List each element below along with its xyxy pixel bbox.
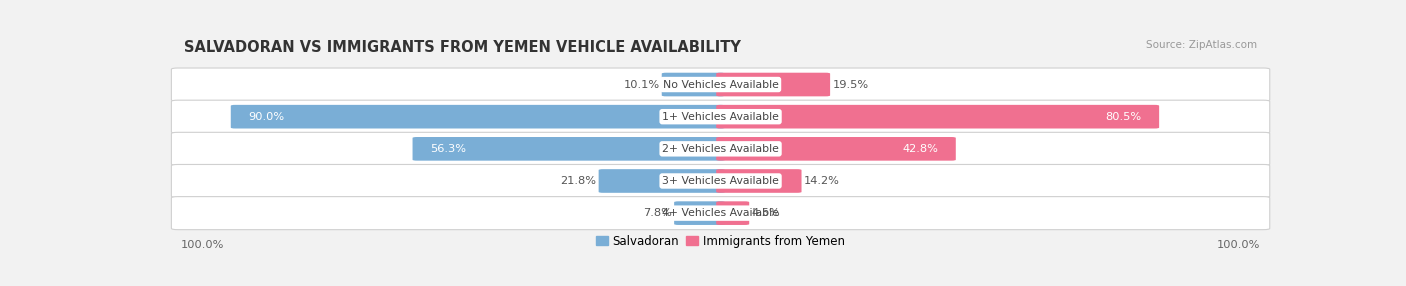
Text: SALVADORAN VS IMMIGRANTS FROM YEMEN VEHICLE AVAILABILITY: SALVADORAN VS IMMIGRANTS FROM YEMEN VEHI… [184, 40, 741, 55]
FancyBboxPatch shape [172, 164, 1270, 198]
FancyBboxPatch shape [172, 132, 1270, 165]
Text: 80.5%: 80.5% [1105, 112, 1142, 122]
FancyBboxPatch shape [172, 100, 1270, 133]
FancyBboxPatch shape [716, 169, 801, 193]
FancyBboxPatch shape [716, 73, 830, 96]
FancyBboxPatch shape [716, 201, 749, 225]
FancyBboxPatch shape [662, 73, 725, 96]
FancyBboxPatch shape [172, 68, 1270, 101]
Text: No Vehicles Available: No Vehicles Available [662, 80, 779, 90]
Text: 10.1%: 10.1% [623, 80, 659, 90]
Text: 19.5%: 19.5% [832, 80, 869, 90]
Text: 4.5%: 4.5% [751, 208, 780, 218]
FancyBboxPatch shape [172, 196, 1270, 230]
Text: 1+ Vehicles Available: 1+ Vehicles Available [662, 112, 779, 122]
Text: 2+ Vehicles Available: 2+ Vehicles Available [662, 144, 779, 154]
Text: Source: ZipAtlas.com: Source: ZipAtlas.com [1146, 40, 1257, 50]
Text: 7.8%: 7.8% [643, 208, 672, 218]
Text: 90.0%: 90.0% [249, 112, 284, 122]
Text: 100.0%: 100.0% [1216, 240, 1260, 250]
FancyBboxPatch shape [599, 169, 725, 193]
FancyBboxPatch shape [412, 137, 725, 161]
Legend: Salvadoran, Immigrants from Yemen: Salvadoran, Immigrants from Yemen [596, 235, 845, 248]
FancyBboxPatch shape [673, 201, 725, 225]
Text: 4+ Vehicles Available: 4+ Vehicles Available [662, 208, 779, 218]
Text: 21.8%: 21.8% [561, 176, 596, 186]
Text: 14.2%: 14.2% [804, 176, 839, 186]
Text: 42.8%: 42.8% [903, 144, 938, 154]
FancyBboxPatch shape [716, 137, 956, 161]
FancyBboxPatch shape [716, 105, 1159, 128]
Text: 3+ Vehicles Available: 3+ Vehicles Available [662, 176, 779, 186]
FancyBboxPatch shape [231, 105, 725, 128]
Text: 100.0%: 100.0% [181, 240, 225, 250]
Text: 56.3%: 56.3% [430, 144, 465, 154]
